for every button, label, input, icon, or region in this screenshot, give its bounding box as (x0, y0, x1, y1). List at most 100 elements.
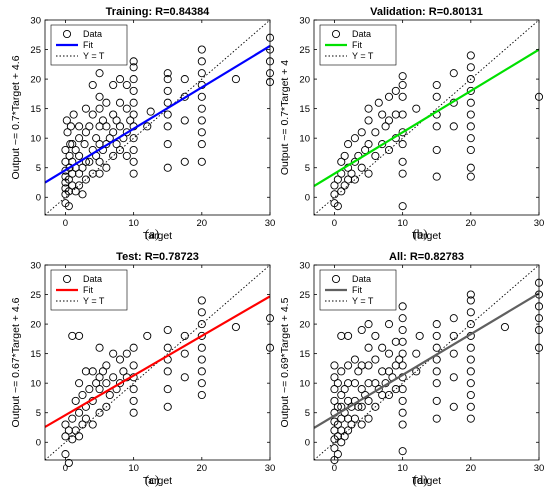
panel-2-data-point (432, 80, 441, 90)
panel-4-data-point (330, 444, 339, 453)
panel-4-data-point (466, 296, 475, 305)
panel-3-plot-frame (44, 264, 271, 461)
panel-4-data-point (432, 367, 441, 376)
panel-1-data-point (109, 80, 118, 90)
panel-1-data-point (115, 75, 125, 84)
panel-1-data-point (62, 116, 71, 125)
panel-3-data-point (68, 414, 77, 423)
panel-4-data-point (398, 349, 407, 358)
panel-4-data-point (364, 396, 373, 405)
panel-1-data-point (75, 134, 84, 143)
panel-1-data-point (98, 116, 107, 125)
panel-2-y-tick-label: 0 (305, 193, 310, 204)
panel-4-data-point (466, 308, 475, 317)
panel-2-data-point (398, 92, 407, 101)
panel-3-data-point (71, 396, 80, 405)
panel-1-data-point (88, 80, 97, 90)
panel-4-data-point (347, 420, 356, 429)
panel-1-data-point (163, 163, 172, 172)
panel-1-data-point (197, 57, 206, 66)
panel-1-data-point (95, 69, 104, 78)
panel-4-data-point (384, 390, 394, 400)
panel-3-y-tick-label: 0 (36, 438, 41, 449)
panel-1-data-point (95, 104, 104, 113)
panel-2-data-points (330, 51, 544, 211)
panel-1-legend-label: Fit (83, 40, 93, 50)
panel-4-data-point (466, 414, 475, 423)
panel-1-data-point (146, 107, 155, 116)
panel-1-data-point (129, 98, 138, 107)
panel-1-data-point (197, 116, 206, 125)
panel-3-data-point (122, 349, 131, 358)
panel-1-data-point (64, 202, 73, 211)
panel-4-data-point (333, 379, 342, 388)
panel-3-data-point (109, 373, 118, 382)
panel-4-data-point (337, 438, 346, 447)
panel-4-data-point (330, 396, 339, 405)
panel-4-data-point (340, 432, 349, 441)
panel-2-data-point (432, 172, 441, 181)
panel-2-data-point (378, 140, 387, 149)
panel-1-data-point (163, 140, 172, 149)
panel-3-data-point (75, 331, 84, 340)
panel-2-data-point (330, 190, 339, 199)
panel-3-data-point (95, 373, 104, 382)
panel-1-data-point (122, 104, 131, 113)
panel-2-data-point (337, 187, 346, 196)
panel-2-data-point (398, 110, 407, 119)
panel-2-data-point (466, 134, 475, 143)
panel-1-data-point (163, 98, 172, 107)
panel-4-y-tick-label: 15 (299, 349, 310, 360)
panel-1-data-point (115, 98, 125, 107)
panel-3-data-point (95, 343, 104, 352)
panel-3-data-point (115, 355, 125, 364)
panel-1-data-point (143, 122, 152, 131)
panel-2-identity-line (314, 20, 539, 215)
panel-3-data-point (105, 390, 114, 400)
panel-1-data-point (115, 122, 125, 131)
panel-4-data-point (466, 343, 475, 352)
panel-2-data-point (378, 110, 387, 119)
panel-4-data-point (398, 361, 407, 370)
panel-4-data-point (378, 343, 387, 352)
panel-4-data-point (333, 402, 342, 411)
panel-4-data-point (364, 361, 373, 370)
panel-1-data-point (85, 122, 94, 131)
panel-1-y-tick-label: 0 (36, 193, 41, 204)
panel-3-data-point (231, 322, 240, 332)
panel-3-data-point (197, 355, 206, 364)
panel-2-data-point (384, 116, 394, 125)
panel-2-data-point (466, 122, 475, 131)
panel-4-y-tick-label: 10 (299, 378, 310, 389)
panel-1-x-axis-label: Target (143, 230, 172, 242)
panel-4-data-point (354, 367, 363, 376)
panel-2-fit-line (314, 48, 539, 187)
panel-2-x-axis-label: Target (412, 230, 441, 242)
panel-4-data-point (371, 379, 380, 388)
panel-1-data-point (105, 134, 114, 143)
panel-4-data-point (398, 302, 407, 311)
panel-3-x-axis-label: Target (143, 475, 172, 487)
panel-4-data-point (337, 390, 346, 400)
panel-2-data-point (374, 98, 383, 107)
panel-1-data-point (122, 151, 131, 160)
panel-2-x-tick-label: 0 (332, 218, 337, 229)
panel-3-data-point (109, 349, 118, 358)
panel-2-data-point (340, 151, 349, 160)
panel-3-data-point (64, 458, 73, 468)
panel-1-data-point (129, 57, 138, 66)
panel-4-data-point (449, 314, 458, 323)
panel-4-chart-title: All: R=0.82783 (389, 251, 464, 263)
panel-4-data-point (371, 355, 380, 364)
panel-1-data-point (61, 145, 70, 155)
panel-2-data-point (333, 175, 342, 184)
panel-3-x-tick-label: 10 (128, 463, 139, 474)
panel-3-data-point (88, 367, 97, 376)
panel-1-identity-line (45, 20, 270, 215)
panel-3-data-points (61, 296, 275, 468)
panel-1-data-point (115, 145, 125, 155)
panel-1-data-point (81, 128, 90, 137)
panel-3-data-point (180, 349, 189, 358)
panel-1-data-point (109, 110, 118, 119)
